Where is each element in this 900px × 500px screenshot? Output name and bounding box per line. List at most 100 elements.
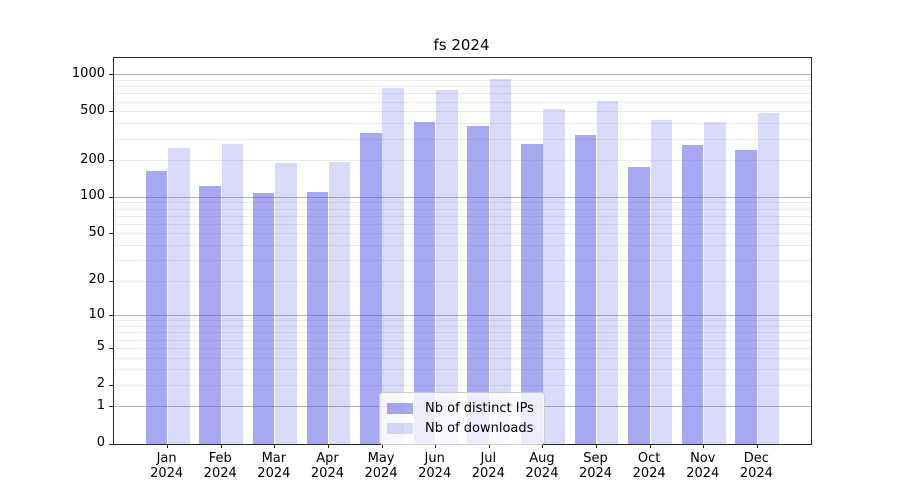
- bar-distinct-ips: [521, 144, 543, 444]
- bar-downloads: [543, 109, 565, 444]
- bar-downloads: [328, 161, 351, 444]
- x-tick-label: Apr 2024: [310, 451, 344, 481]
- y-axis-tick: [109, 315, 113, 317]
- minor-gridline: [114, 357, 811, 359]
- y-tick-label: 1000: [71, 65, 105, 81]
- y-axis-tick: [109, 160, 113, 162]
- legend-row-downloads: Nb of downloads: [387, 418, 534, 438]
- y-tick-label: 10: [88, 306, 105, 322]
- y-tick-label: 200: [80, 151, 105, 167]
- minor-gridline: [114, 93, 811, 95]
- minor-gridline: [114, 339, 811, 341]
- plot-area: [109, 57, 812, 448]
- y-axis-tick: [109, 74, 113, 76]
- x-axis-tick: [435, 444, 437, 448]
- bar-distinct-ips: [628, 166, 650, 444]
- x-tick-label: Oct 2024: [632, 451, 666, 481]
- legend-label-downloads: Nb of downloads: [425, 420, 534, 436]
- minor-gridline: [114, 332, 811, 334]
- x-axis-tick: [274, 444, 276, 448]
- minor-gridline: [114, 384, 811, 386]
- bar-distinct-ips: [413, 121, 436, 444]
- y-axis-tick: [109, 443, 113, 445]
- x-tick-label: Dec 2024: [739, 451, 773, 481]
- y-tick-label: 100: [80, 188, 105, 204]
- minor-gridline: [114, 111, 811, 113]
- legend-row-distinct-ips: Nb of distinct IPs: [387, 398, 534, 418]
- bar-distinct-ips: [467, 125, 489, 444]
- bar-distinct-ips: [681, 145, 704, 444]
- y-axis-tick: [109, 406, 113, 408]
- y-axis-tick: [109, 384, 113, 386]
- minor-gridline: [114, 245, 811, 247]
- x-axis-tick: [220, 444, 222, 448]
- y-tick-label: 500: [80, 102, 105, 118]
- minor-gridline: [114, 280, 811, 282]
- bar-downloads: [436, 89, 458, 444]
- minor-gridline: [114, 138, 811, 140]
- minor-gridline: [114, 202, 811, 204]
- x-tick-label: Mar 2024: [257, 451, 291, 481]
- x-tick-label: Jan 2024: [150, 451, 184, 481]
- x-tick-label: Aug 2024: [525, 451, 559, 481]
- minor-gridline: [114, 233, 811, 235]
- y-tick-label: 1: [96, 397, 105, 413]
- chart-title: fs 2024: [433, 36, 490, 54]
- y-tick-label: 0: [96, 435, 105, 450]
- legend: Nb of distinct IPs Nb of downloads: [379, 392, 545, 445]
- minor-gridline: [114, 86, 811, 88]
- x-tick-label: May 2024: [364, 451, 398, 481]
- legend-label-distinct-ips: Nb of distinct IPs: [425, 400, 534, 416]
- major-gridline: [114, 74, 811, 76]
- minor-gridline: [114, 123, 811, 125]
- bar-distinct-ips: [199, 185, 221, 444]
- x-tick-label: Nov 2024: [686, 451, 720, 481]
- bar-distinct-ips: [574, 135, 597, 444]
- minor-gridline: [114, 320, 811, 322]
- y-axis-tick: [109, 196, 113, 198]
- x-axis-tick: [167, 444, 169, 448]
- x-axis-tick: [542, 444, 544, 448]
- minor-gridline: [114, 347, 811, 349]
- x-axis-tick: [596, 444, 598, 448]
- bar-distinct-ips: [145, 170, 168, 444]
- minor-gridline: [114, 80, 811, 81]
- x-axis-tick: [381, 444, 383, 448]
- bar-distinct-ips: [360, 133, 382, 444]
- bar-downloads: [757, 113, 780, 444]
- y-tick-label: 5: [96, 339, 105, 355]
- minor-gridline: [114, 160, 811, 162]
- bar-downloads: [650, 120, 673, 444]
- minor-gridline: [114, 215, 811, 217]
- bar-downloads: [168, 147, 190, 444]
- bar-downloads: [704, 121, 726, 444]
- x-axis-tick: [327, 444, 329, 448]
- minor-gridline: [114, 223, 811, 225]
- minor-gridline: [114, 260, 811, 262]
- bar-downloads: [221, 144, 244, 444]
- minor-gridline: [114, 326, 811, 328]
- bar-downloads: [382, 87, 404, 444]
- y-axis-tick: [109, 280, 113, 282]
- bar-distinct-ips: [306, 192, 329, 444]
- major-gridline: [114, 196, 811, 198]
- bar-downloads: [596, 100, 619, 444]
- x-axis-tick: [756, 444, 758, 448]
- x-tick-label: Feb 2024: [203, 451, 237, 481]
- x-tick-label: Jun 2024: [418, 451, 452, 481]
- y-axis-tick: [109, 347, 113, 349]
- y-tick-label: 50: [88, 224, 105, 240]
- minor-gridline: [114, 101, 811, 103]
- legend-swatch-distinct-ips-icon: [387, 402, 413, 414]
- minor-gridline: [114, 208, 811, 210]
- bar-distinct-ips: [735, 149, 757, 444]
- bar-downloads: [489, 78, 512, 444]
- x-tick-label: Sep 2024: [578, 451, 613, 481]
- bar-distinct-ips: [252, 192, 275, 444]
- y-axis-tick: [109, 233, 113, 235]
- minor-gridline: [114, 369, 811, 371]
- major-gridline: [114, 315, 811, 317]
- y-tick-label: 20: [88, 272, 105, 288]
- y-tick-label: 2: [96, 376, 105, 392]
